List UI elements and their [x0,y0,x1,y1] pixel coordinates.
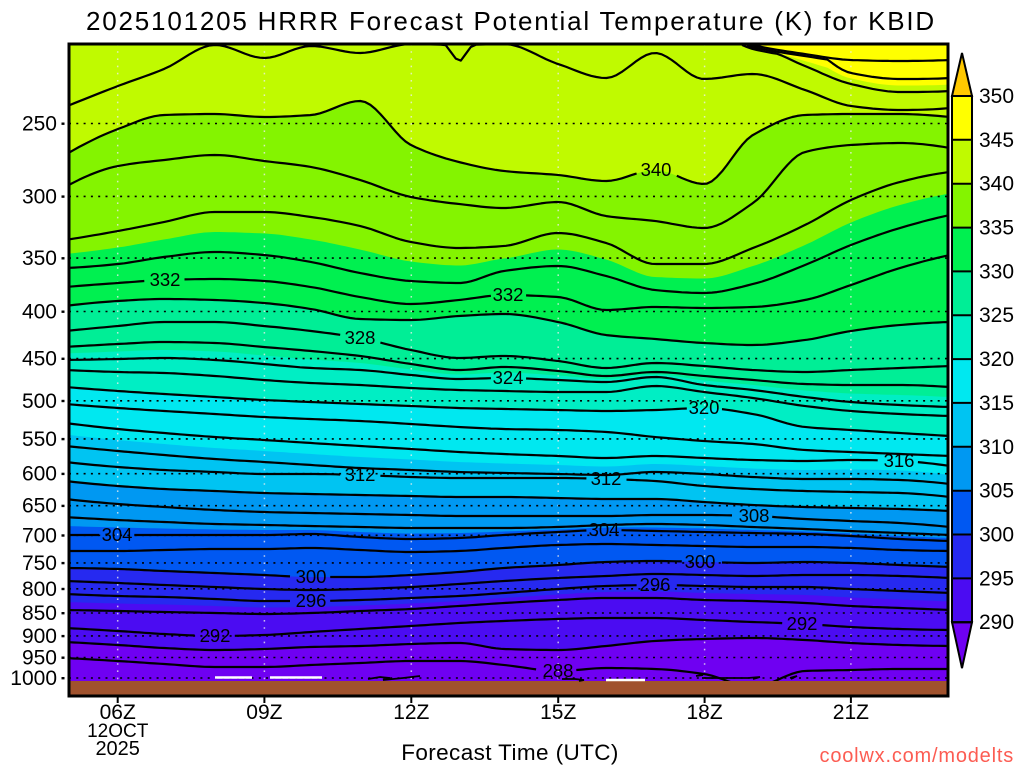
svg-text:296: 296 [296,590,327,611]
svg-text:332: 332 [493,284,524,305]
svg-text:12Z: 12Z [393,701,429,724]
svg-text:304: 304 [102,524,133,545]
svg-text:300: 300 [979,524,1014,547]
svg-text:305: 305 [979,480,1014,503]
svg-text:296: 296 [640,574,671,595]
svg-text:09Z: 09Z [246,701,282,724]
svg-text:15Z: 15Z [540,701,576,724]
svg-text:290: 290 [979,611,1014,634]
svg-text:Forecast Time (UTC): Forecast Time (UTC) [401,740,619,765]
svg-text:2025101205 HRRR Forecast Poten: 2025101205 HRRR Forecast Potential Tempe… [86,6,936,36]
svg-text:750: 750 [22,552,57,575]
svg-text:335: 335 [979,217,1014,240]
svg-text:340: 340 [641,159,672,180]
svg-text:400: 400 [22,301,57,324]
svg-text:310: 310 [979,436,1014,459]
svg-text:315: 315 [979,392,1014,415]
svg-text:345: 345 [979,129,1014,152]
svg-text:350: 350 [22,247,57,270]
svg-text:500: 500 [22,390,57,413]
svg-text:304: 304 [589,519,620,540]
svg-text:06Z: 06Z [100,701,136,724]
svg-text:coolwx.com/modelts: coolwx.com/modelts [820,745,1014,767]
svg-text:300: 300 [22,185,57,208]
svg-text:800: 800 [22,578,57,601]
svg-text:308: 308 [739,505,770,526]
svg-text:850: 850 [22,602,57,625]
svg-text:324: 324 [493,367,524,388]
svg-text:1000: 1000 [10,667,57,690]
svg-text:350: 350 [979,85,1014,108]
svg-text:300: 300 [296,566,327,587]
svg-text:2025: 2025 [95,738,140,760]
svg-text:18Z: 18Z [687,701,723,724]
svg-text:325: 325 [979,304,1014,327]
svg-text:21Z: 21Z [833,701,869,724]
svg-text:330: 330 [979,260,1014,283]
svg-text:295: 295 [979,567,1014,590]
svg-text:450: 450 [22,348,57,371]
svg-text:292: 292 [200,625,231,646]
svg-text:250: 250 [22,113,57,136]
svg-text:312: 312 [345,464,376,485]
svg-text:600: 600 [22,463,57,486]
svg-text:316: 316 [884,450,915,471]
svg-text:900: 900 [22,625,57,648]
svg-text:292: 292 [787,613,818,634]
svg-text:950: 950 [22,647,57,670]
svg-text:650: 650 [22,495,57,518]
svg-text:312: 312 [591,468,622,489]
svg-text:550: 550 [22,428,57,451]
svg-text:12OCT: 12OCT [87,721,149,742]
svg-text:700: 700 [22,524,57,547]
svg-text:300: 300 [685,551,716,572]
svg-text:320: 320 [979,348,1014,371]
svg-text:328: 328 [345,327,376,348]
svg-text:320: 320 [689,397,720,418]
svg-text:332: 332 [150,269,181,290]
svg-text:340: 340 [979,173,1014,196]
svg-text:288: 288 [543,660,574,681]
